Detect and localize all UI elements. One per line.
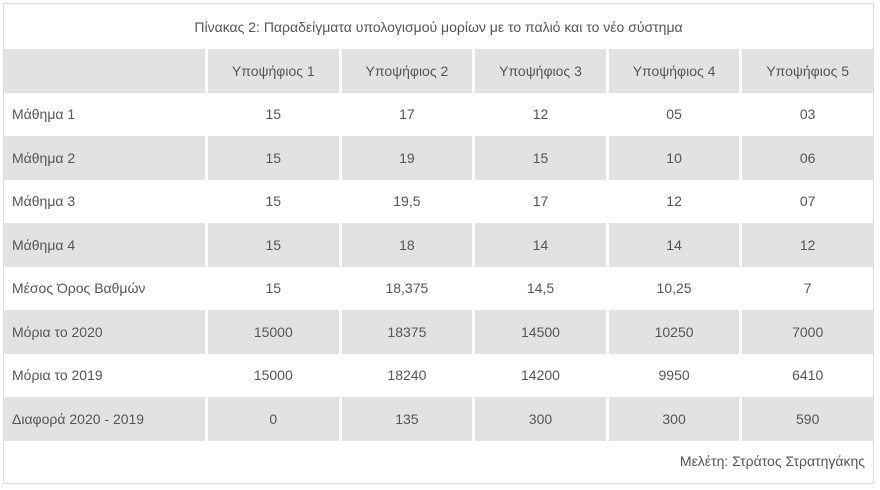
table-cell: 10 xyxy=(608,136,740,180)
table-cell: 10250 xyxy=(608,310,740,354)
table-cell: 15 xyxy=(265,193,282,210)
table-cell: 07 xyxy=(799,193,816,210)
table-cell: 0 xyxy=(208,397,339,441)
header-row: Υποψήφιος 1 Υποψήφιος 2 Υποψήφιος 3 Υποψήφι… xyxy=(4,49,873,93)
table-row: Μάθημα 3 15 19,5 17 12 07 xyxy=(4,180,873,224)
table-cell: 19,5 xyxy=(393,193,421,210)
table-row: Μάθημα 4 15 18 14 14 12 xyxy=(4,223,873,267)
table-cell: 7 xyxy=(803,280,812,297)
table-cell: 03 xyxy=(799,106,816,123)
table-cell: 12 xyxy=(742,223,873,267)
table-row: Μάθημα 1 15 17 12 05 03 xyxy=(4,93,873,137)
column-header: Υποψήφιος 2 xyxy=(341,49,473,93)
table-cell: 14200 xyxy=(521,367,560,384)
source-credit: Μελέτη: Στράτος Στρατηγάκης xyxy=(679,453,865,469)
table-cell: 06 xyxy=(742,136,873,180)
table-cell: 14500 xyxy=(475,310,606,354)
table-row: Μέσος Όρος Βαθμών 15 18,375 14,5 10,25 7 xyxy=(4,267,873,311)
table-cell: 14 xyxy=(608,223,740,267)
table-row: Μόρια το 2019 15000 18240 14200 9950 6410 xyxy=(4,354,873,398)
table-title: Πίνακας 2: Παραδείγματα υπολογισμού μορί… xyxy=(194,19,683,35)
table-cell: 12 xyxy=(666,193,682,210)
column-header: Υποψήφιος 4 xyxy=(608,49,740,93)
row-label: Διαφορά 2020 - 2019 xyxy=(4,397,205,441)
table-cell: 15000 xyxy=(253,367,293,384)
header-cell-empty xyxy=(4,49,205,93)
table-cell: 15 xyxy=(475,136,606,180)
table-cell: 300 xyxy=(608,397,740,441)
table-cell: 15 xyxy=(265,106,282,123)
table-cell: 15 xyxy=(208,223,339,267)
column-header: Υποψήφιος 3 xyxy=(475,49,606,93)
table-cell: 9950 xyxy=(658,367,690,384)
row-label: Μάθημα 1 xyxy=(12,106,76,123)
table-row: Διαφορά 2020 - 2019 0 135 300 300 590 xyxy=(4,397,873,441)
table-cell: 15 xyxy=(265,280,282,297)
data-table: Υποψήφιος 1 Υποψήφιος 2 Υποψήφιος 3 Υποψήφι… xyxy=(1,49,876,441)
table-cell: 300 xyxy=(475,397,606,441)
row-label: Μάθημα 4 xyxy=(4,223,205,267)
row-label: Μέσος Όρος Βαθμών xyxy=(12,280,146,297)
table-cell: 17 xyxy=(532,193,549,210)
column-header: Υποψήφιος 1 xyxy=(208,49,339,93)
table-cell: 7000 xyxy=(742,310,873,354)
row-label: Μάθημα 2 xyxy=(4,136,205,180)
table-row: Μόρια το 2020 15000 18375 14500 10250 7000 xyxy=(4,310,873,354)
table-cell: 6410 xyxy=(792,367,824,384)
table-cell: 135 xyxy=(341,397,473,441)
table-cell: 18375 xyxy=(341,310,473,354)
table-cell: 12 xyxy=(532,106,549,123)
table-cell: 15 xyxy=(208,136,339,180)
table-cell: 14 xyxy=(475,223,606,267)
table-cell: 14,5 xyxy=(526,280,555,297)
table-row: Μάθημα 2 15 19 15 10 06 xyxy=(4,136,873,180)
row-label: Μόρια το 2019 xyxy=(12,367,103,384)
table-cell: 17 xyxy=(399,106,415,123)
table-cell: 10,25 xyxy=(656,280,692,297)
row-label: Μόρια το 2020 xyxy=(4,310,205,354)
table-cell: 15000 xyxy=(208,310,339,354)
table-cell: 05 xyxy=(666,106,682,123)
table-cell: 19 xyxy=(341,136,473,180)
column-header: Υποψήφιος 5 xyxy=(742,49,873,93)
table-cell: 18,375 xyxy=(385,280,429,297)
table-cell: 18240 xyxy=(387,367,427,384)
table-container: Πίνακας 2: Παραδείγματα υπολογισμού μορί… xyxy=(3,3,874,484)
table-cell: 590 xyxy=(742,397,873,441)
table-cell: 18 xyxy=(341,223,473,267)
row-label: Μάθημα 3 xyxy=(12,193,76,210)
